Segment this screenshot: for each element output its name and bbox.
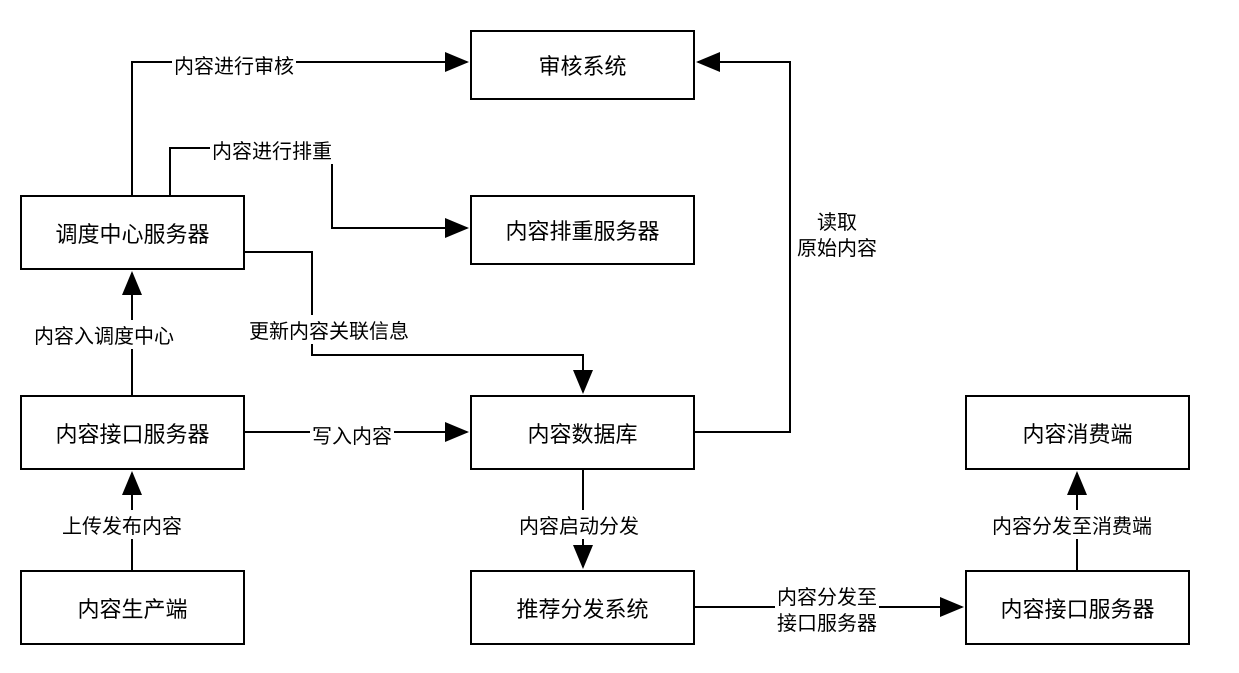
edge-label-start-distribute: 内容启动分发 <box>517 510 641 539</box>
node-dispatch-server: 调度中心服务器 <box>20 195 245 270</box>
node-api-server-left: 内容接口服务器 <box>20 395 245 470</box>
node-label: 内容排重服务器 <box>505 214 659 246</box>
node-label: 推荐分发系统 <box>516 592 648 624</box>
edge-label-upload: 上传发布内容 <box>60 510 184 539</box>
edge-label-review: 内容进行审核 <box>172 50 296 79</box>
node-dedup-server: 内容排重服务器 <box>470 195 695 265</box>
edge-label-distribute-api: 内容分发至 接口服务器 <box>775 585 879 637</box>
edge-label-read-original: 读取 原始内容 <box>795 210 879 262</box>
edge-label-dedup: 内容进行排重 <box>210 135 334 164</box>
node-recommend-system: 推荐分发系统 <box>470 570 695 645</box>
node-producer: 内容生产端 <box>20 570 245 645</box>
node-label: 审核系统 <box>538 49 626 81</box>
node-consumer: 内容消费端 <box>965 395 1190 470</box>
edge-label-enter-dispatch: 内容入调度中心 <box>32 320 176 349</box>
node-label: 调度中心服务器 <box>55 217 209 249</box>
edge-label-update-assoc: 更新内容关联信息 <box>247 315 411 344</box>
node-label: 内容接口服务器 <box>1000 592 1154 624</box>
node-api-server-right: 内容接口服务器 <box>965 570 1190 645</box>
node-label: 内容生产端 <box>77 592 187 624</box>
edge-label-distribute-consumer: 内容分发至消费端 <box>990 510 1154 539</box>
node-label: 内容数据库 <box>527 417 637 449</box>
edge-label-write: 写入内容 <box>310 420 394 449</box>
node-label: 内容接口服务器 <box>55 417 209 449</box>
node-label: 内容消费端 <box>1022 417 1132 449</box>
node-content-db: 内容数据库 <box>470 395 695 470</box>
node-review-system: 审核系统 <box>470 30 695 100</box>
